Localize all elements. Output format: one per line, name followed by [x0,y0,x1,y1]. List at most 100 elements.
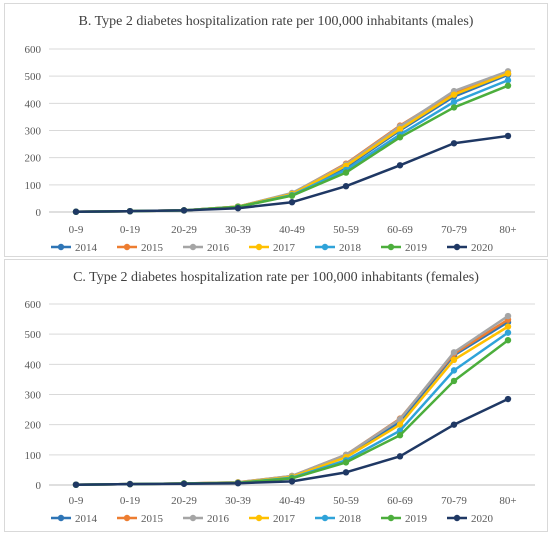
x-tick-label: 60-69 [387,224,413,236]
legend-marker-2020 [453,243,461,251]
legend-label-2020: 2020 [471,513,494,525]
y-tick-label: 600 [25,299,42,311]
legend-label-2014: 2014 [75,513,98,525]
y-tick-label: 600 [25,44,42,56]
chart-panel-males: B. Type 2 diabetes hospitalization rate … [4,3,548,257]
data-point-2018 [504,77,512,84]
data-point-2020 [180,480,188,487]
series-line-2014 [75,321,509,486]
x-tick-label: 0-9 [69,495,84,507]
legend-label-2019: 2019 [405,513,428,525]
legend-label-2017: 2017 [273,242,296,254]
x-tick-label: 70-79 [441,224,467,236]
line-chart-males: 0 100 200 300 400 500 600 0-9 0-19 20-29 30-39 40-4… [25,44,535,254]
series-line-2017 [75,325,509,486]
legend-marker-2014 [57,243,65,251]
data-point-2017 [450,356,458,364]
data-point-2019 [504,82,512,89]
data-point-2020 [234,479,242,487]
series-line-2020 [75,397,509,486]
legend-label-2015: 2015 [141,513,164,525]
chart-title: C. Type 2 diabetes hospitalization rate … [73,270,479,285]
data-point-2020 [342,469,350,476]
y-tick-label: 200 [25,153,42,165]
y-tick-label: 400 [25,98,42,110]
data-point-2020 [342,182,350,190]
series-line-2015 [75,318,509,486]
data-point-2017 [396,421,404,428]
x-tick-label: 50-59 [333,495,359,507]
legend-label-2016: 2016 [207,513,230,525]
legend-marker-2015 [123,514,131,522]
chart-title: B. Type 2 diabetes hospitalization rate … [78,14,474,29]
legend-label-2018: 2018 [339,242,362,254]
legend-label-2017: 2017 [273,513,296,525]
x-tick-label: 30-39 [225,224,251,236]
y-tick-label: 0 [36,207,42,219]
legend-marker-2019 [387,243,395,251]
data-point-2018 [504,329,512,336]
data-point-2020 [234,204,242,212]
data-point-2019 [288,192,296,199]
legend-marker-2016 [189,514,197,522]
data-point-2020 [396,162,404,169]
x-tick-label: 40-49 [279,224,305,236]
data-point-2019 [342,459,350,466]
data-point-2020 [288,478,296,485]
chart-panel-females: C. Type 2 diabetes hospitalization rate … [4,259,548,532]
data-point-2017 [504,323,512,330]
y-tick-label: 300 [25,126,42,138]
data-point-2019 [450,104,458,111]
legend-marker-2020 [453,514,461,522]
legend-marker-2014 [57,514,65,522]
x-tick-label: 80+ [499,495,516,507]
x-tick-label: 60-69 [387,495,413,507]
y-tick-label: 200 [25,420,42,432]
x-tick-label: 40-49 [279,495,305,507]
legend-marker-2019 [387,514,395,522]
y-tick-label: 300 [25,390,42,402]
y-tick-label: 100 [25,180,42,192]
legend-marker-2016 [189,243,197,251]
x-tick-label: 0-19 [120,495,141,507]
data-point-2017 [396,125,404,133]
data-point-2020 [288,199,296,206]
line-chart-females: 0 100 200 300 400 500 600 0-9 0-19 20-29 30-39 40-4… [25,299,535,525]
data-point-2020 [396,453,404,460]
legend-label-2014: 2014 [75,242,98,254]
data-point-2017 [450,91,458,98]
data-point-2016 [450,349,458,356]
y-tick-label: 0 [36,480,42,492]
legend-marker-2017 [255,243,263,251]
data-point-2020 [450,140,458,147]
legend-marker-2015 [123,243,131,251]
series-line-2016 [75,315,509,486]
data-point-2020 [180,207,188,214]
data-point-2019 [396,432,404,439]
y-tick-label: 500 [25,71,42,83]
x-tick-label: 20-29 [171,224,197,236]
data-point-2018 [450,98,458,106]
data-point-2020 [450,421,458,428]
data-point-2020 [126,207,134,215]
data-point-2020 [72,481,80,488]
y-tick-label: 500 [25,329,42,341]
data-point-2018 [450,367,458,374]
data-point-2019 [396,134,404,141]
data-point-2019 [342,169,350,176]
data-point-2019 [450,377,458,385]
data-point-2017 [504,70,512,77]
x-tick-label: 20-29 [171,495,197,507]
legend-marker-2018 [321,243,329,251]
x-tick-label: 30-39 [225,495,251,507]
x-tick-label: 70-79 [441,495,467,507]
legend-label-2015: 2015 [141,242,164,254]
series-line-2019 [75,339,509,486]
y-tick-label: 100 [25,450,42,462]
data-point-2019 [504,337,512,344]
legend-label-2020: 2020 [471,242,494,254]
data-point-2020 [504,132,512,140]
legend-label-2016: 2016 [207,242,230,254]
series-line-2018 [75,331,509,486]
x-tick-label: 0-9 [69,224,84,236]
